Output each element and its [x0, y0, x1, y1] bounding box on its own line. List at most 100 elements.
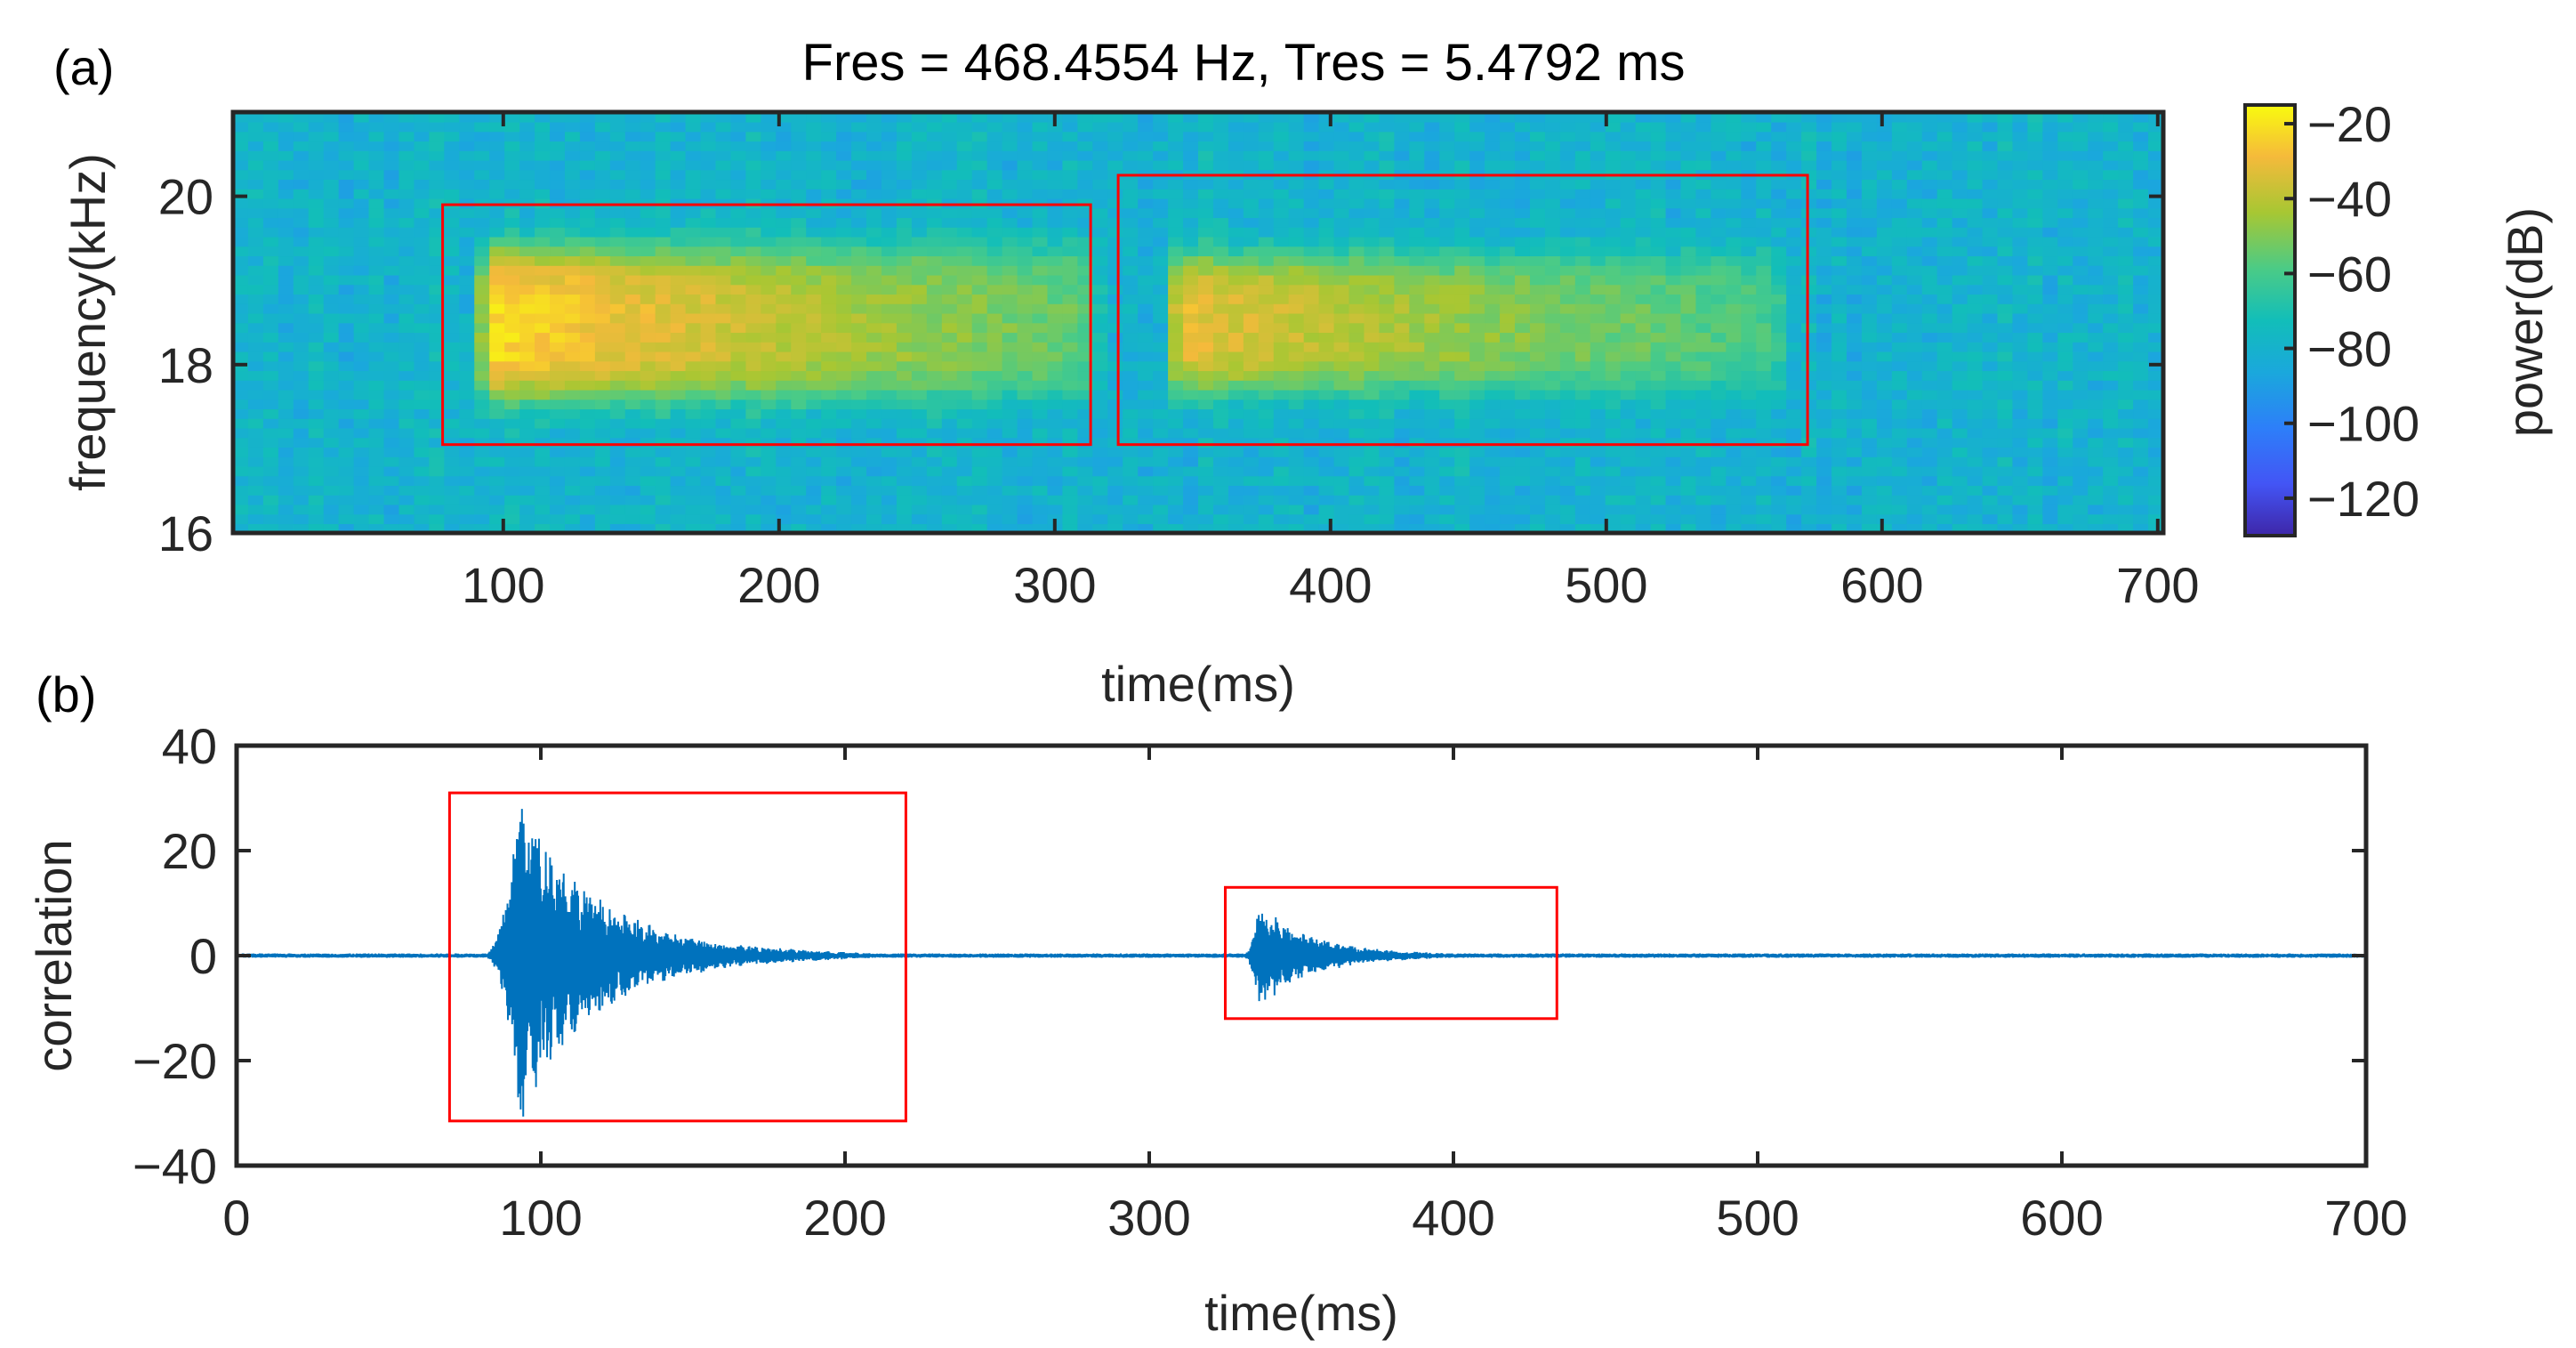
- spectrogram-cell: [1485, 112, 1501, 123]
- spectrogram-cell: [1379, 294, 1396, 304]
- spectrogram-cell: [262, 504, 279, 515]
- spectrogram-cell: [1153, 189, 1169, 199]
- spectrogram-cell: [730, 456, 747, 467]
- spectrogram-cell: [1605, 523, 1622, 533]
- spectrogram-cell: [971, 236, 988, 247]
- spectrogram-cell: [640, 418, 656, 429]
- spectrogram-cell: [1711, 485, 1727, 496]
- spectrogram-cell: [1876, 121, 1893, 133]
- spectrogram-cell: [1394, 465, 1411, 477]
- spectrogram-cell: [1032, 408, 1049, 419]
- spectrogram-cell: [429, 274, 446, 286]
- spectrogram-cell: [1258, 447, 1275, 457]
- spectrogram-cell: [1379, 465, 1396, 477]
- spectrogram-cell: [519, 131, 535, 142]
- spectrogram-cell: [609, 389, 626, 400]
- spectrogram-cell: [1228, 389, 1244, 400]
- spectrogram-cell: [519, 312, 535, 324]
- spectrogram-cell: [1711, 380, 1727, 391]
- spectrogram-cell: [986, 312, 1003, 324]
- spectrogram-cell: [1288, 207, 1305, 219]
- spectrogram-cell: [1485, 485, 1501, 496]
- spectrogram-cell: [1695, 159, 1712, 171]
- spectrogram-cell: [1861, 255, 1878, 266]
- spectrogram-cell: [1906, 294, 1923, 304]
- spectrogram-cell: [1183, 389, 1199, 400]
- spectrogram-cell: [851, 169, 867, 181]
- spectrogram-cell: [1092, 380, 1109, 391]
- spectrogram-cell: [1574, 265, 1591, 276]
- spectrogram-cell: [1906, 370, 1923, 381]
- spectrogram-cell: [594, 312, 611, 324]
- spectrogram-cell: [429, 322, 446, 334]
- spectrogram-cell: [262, 189, 279, 199]
- spectrogram-cell: [1077, 150, 1094, 161]
- spectrogram-cell: [1515, 370, 1531, 381]
- spectrogram-cell: [1212, 504, 1229, 515]
- spectrogram-cell: [1212, 131, 1229, 142]
- spectrogram-cell: [414, 255, 431, 266]
- spectrogram-cell: [1741, 523, 1758, 533]
- spectrogram-cell: [1605, 437, 1622, 448]
- spectrogram-cell: [564, 332, 581, 343]
- spectrogram-cell: [1168, 399, 1184, 410]
- spectrogram-cell: [1726, 150, 1743, 161]
- spectrogram-cell: [1846, 465, 1863, 477]
- spectrogram-cell: [1364, 274, 1381, 286]
- spectrogram-cell: [1364, 399, 1381, 410]
- spectrogram-cell: [504, 523, 520, 533]
- spectrogram-cell: [444, 437, 461, 448]
- spectrogram-cell: [278, 189, 294, 199]
- spectrogram-cell: [1123, 303, 1139, 314]
- spectrogram-cell: [1741, 159, 1758, 171]
- spectrogram-cell: [655, 447, 672, 457]
- spectrogram-cell: [1439, 513, 1455, 525]
- spectrogram-cell: [519, 159, 535, 171]
- spectrogram-cell: [761, 141, 777, 151]
- spectrogram-cell: [1243, 246, 1260, 257]
- spectrogram-cell: [640, 236, 656, 247]
- spectrogram-cell: [761, 284, 777, 295]
- spectrogram-cell: [1695, 399, 1712, 410]
- spectrogram-cell: [1936, 513, 1953, 525]
- spectrogram-cell: [1861, 513, 1878, 525]
- spectrogram-cell: [1741, 141, 1758, 151]
- spectrogram-cell: [1168, 294, 1184, 304]
- spectrogram-cell: [1650, 198, 1667, 209]
- spectrogram-cell: [535, 141, 551, 151]
- spectrogram-cell: [776, 121, 793, 133]
- spectrogram-cell: [1831, 198, 1847, 209]
- spectrogram-cell: [1092, 265, 1109, 276]
- spectrogram-cell: [1529, 255, 1546, 266]
- spectrogram-cell: [1786, 437, 1802, 448]
- spectrogram-cell: [459, 389, 476, 400]
- spectrogram-cell: [535, 389, 551, 400]
- spectrogram-cell: [1092, 131, 1109, 142]
- spectrogram-cell: [1469, 141, 1485, 151]
- spectrogram-cell: [1726, 351, 1743, 362]
- spectrogram-cell: [806, 198, 822, 209]
- spectrogram-cell: [1348, 399, 1365, 410]
- spectrogram-cell: [353, 447, 370, 457]
- spectrogram-cell: [1348, 322, 1365, 334]
- spectrogram-cell: [444, 312, 461, 324]
- spectrogram-cell: [1891, 485, 1908, 496]
- spectrogram-cell: [806, 179, 822, 190]
- spectrogram-cell: [1153, 141, 1169, 151]
- spectrogram-cell: [1726, 456, 1743, 467]
- spectrogram-cell: [1726, 207, 1743, 219]
- spectrogram-cell: [519, 437, 535, 448]
- spectrogram-cell: [806, 351, 822, 362]
- spectrogram-cell: [353, 303, 370, 314]
- spectrogram-cell: [1258, 504, 1275, 515]
- spectrogram-cell: [1635, 513, 1652, 525]
- spectrogram-cell: [1469, 246, 1485, 257]
- spectrogram-cell: [836, 475, 852, 487]
- spectrogram-cell: [670, 246, 687, 257]
- spectrogram-cell: [1485, 217, 1501, 228]
- spectrogram-cell: [1439, 207, 1455, 219]
- spectrogram-cell: [1273, 159, 1290, 171]
- spectrogram-cell: [655, 159, 672, 171]
- spectrogram-cell: [986, 447, 1003, 457]
- spectrogram-cell: [685, 523, 702, 533]
